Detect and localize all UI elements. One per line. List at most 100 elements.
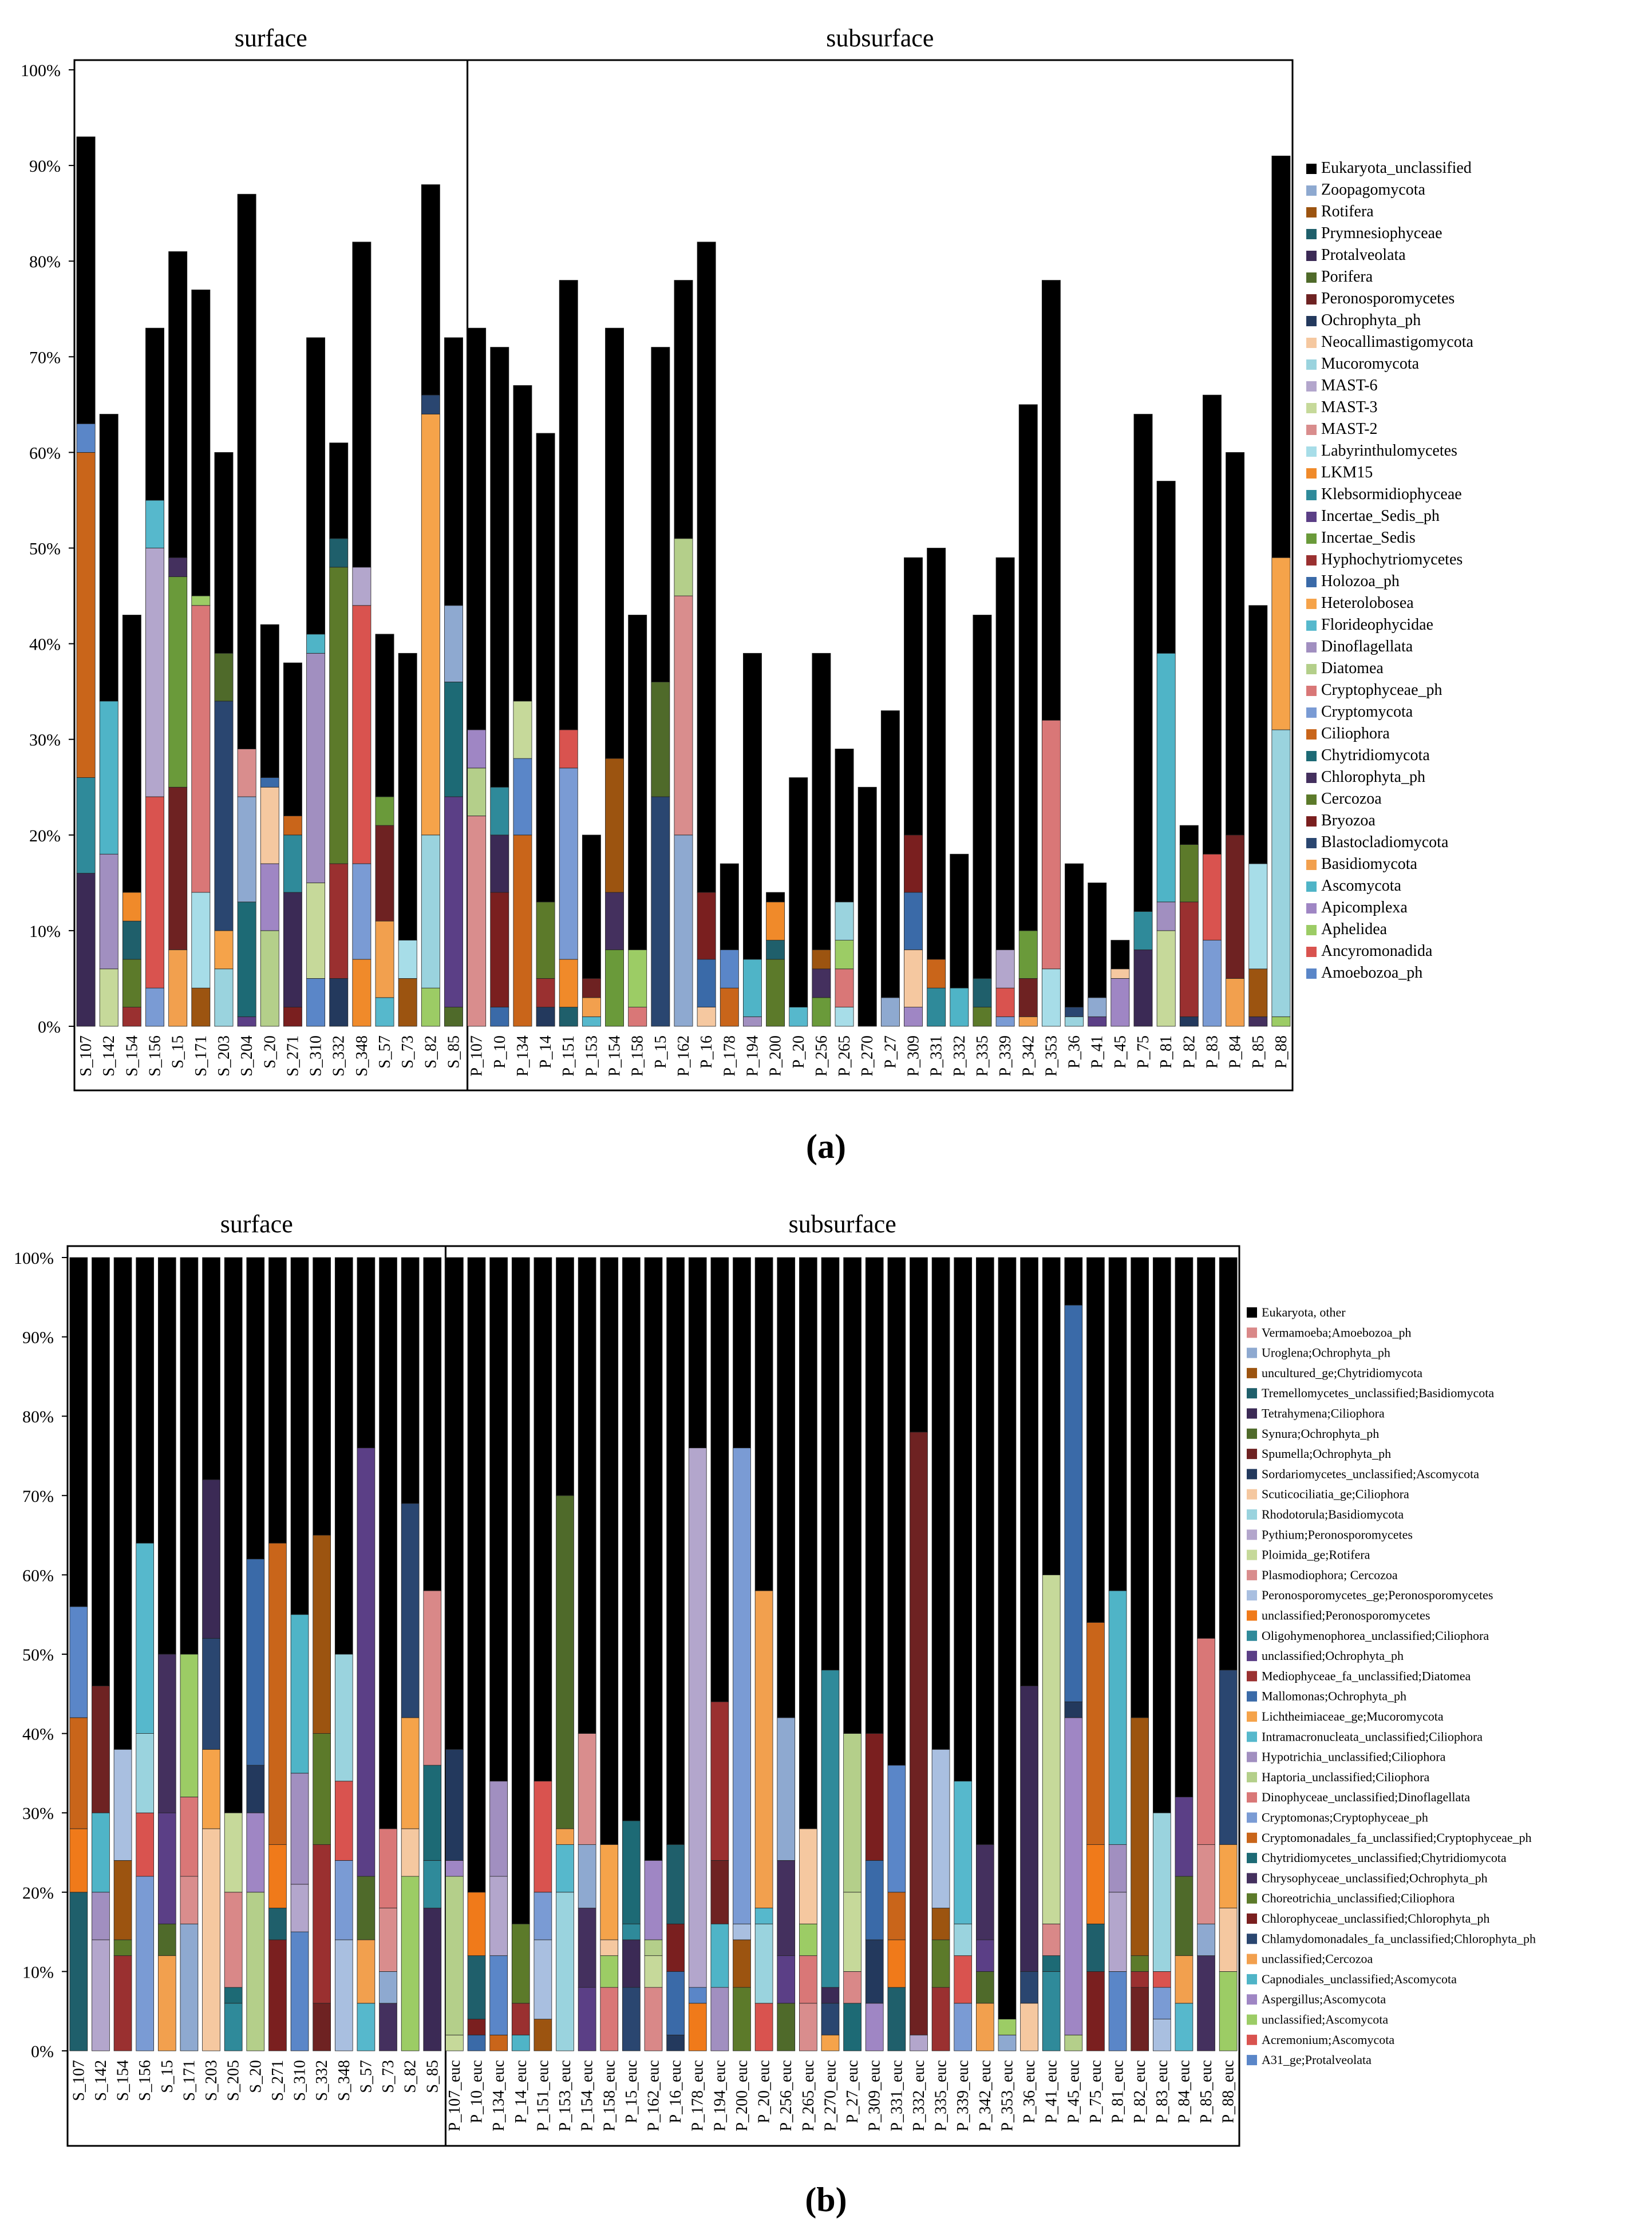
a-bar-segment (467, 729, 487, 769)
a-bar-segment (605, 327, 625, 759)
b-x-tick-label: S_332 (313, 2060, 331, 2101)
a-bar-segment (904, 1007, 923, 1027)
a-bar-segment (513, 835, 532, 1027)
b-bar-segment (666, 1257, 685, 1845)
a-bar-segment (1018, 404, 1038, 931)
a-bar-segment (398, 940, 417, 979)
b-bar-segment (754, 1257, 773, 1591)
a-legend-swatch (1306, 338, 1317, 348)
a-y-tick-label: 100% (21, 61, 61, 80)
b-legend-label: A31_ge;Protalveolata (1262, 2053, 1372, 2067)
a-legend-label: Ancyromonadida (1321, 942, 1433, 960)
b-y-tick-label: 70% (22, 1487, 54, 1506)
a-legend-swatch (1306, 425, 1317, 435)
b-legend-label: unclassified;Ochrophyta_ph (1262, 1648, 1404, 1663)
b-x-tick-label: S_142 (92, 2060, 110, 2101)
b-legend-label: Chlamydomonadales_fa_unclassified;Chloro… (1262, 1931, 1536, 1946)
b-x-tick-label: P_335_euc (932, 2060, 950, 2131)
b-bar-segment (467, 1955, 486, 2019)
a-bar-segment (697, 959, 716, 1007)
b-bar-segment (1042, 1955, 1061, 1972)
a-bar-segment (1065, 1007, 1084, 1017)
b-legend-label: Mediophyceae_fa_unclassified;Diatomea (1262, 1668, 1471, 1683)
a-x-tick-label: P_151 (560, 1035, 578, 1077)
b-legend-swatch (1247, 1651, 1257, 1662)
a-legend-swatch (1306, 272, 1317, 283)
b-bar-segment (246, 1559, 265, 1766)
b-x-tick-label: S_85 (424, 2060, 441, 2093)
a-x-tick-label: P_309 (905, 1035, 923, 1077)
b-bar-segment (1064, 1717, 1083, 2035)
b-bar-segment (511, 1257, 530, 1924)
a-bar-segment (812, 653, 831, 950)
b-y-tick-label: 20% (22, 1884, 54, 1903)
b-bar-segment (1042, 1257, 1061, 1575)
b-bar-segment (1152, 1971, 1171, 1988)
b-bar-segment (157, 1257, 176, 1655)
b-legend-swatch (1247, 1509, 1257, 1520)
b-x-tick-label: S_205 (225, 2060, 243, 2101)
b-x-tick-label: P_88_euc (1220, 2060, 1238, 2123)
a-bar-segment (1248, 968, 1268, 1017)
b-legend-label: Cryptomonas;Cryptophyceae_ph (1262, 1810, 1428, 1825)
b-bar-segment (1197, 1955, 1215, 2051)
b-bar-segment (92, 1939, 110, 2051)
b-bar-segment (931, 1939, 950, 1988)
b-legend-swatch (1247, 1529, 1257, 1540)
b-legend-swatch (1247, 1671, 1257, 1682)
b-bar-segment (843, 1733, 861, 1893)
b-legend-swatch (1247, 1630, 1257, 1641)
a-x-tick-label: P_36 (1066, 1035, 1084, 1069)
b-bar-segment (423, 1765, 442, 1861)
b-x-tick-label: P_85_euc (1197, 2060, 1215, 2123)
a-bar-segment (214, 968, 234, 1027)
b-bar-segment (224, 1257, 243, 1813)
b-legend-label: Hypotrichia_unclassified;Ciliophora (1262, 1750, 1446, 1764)
a-bar-segment (76, 777, 96, 874)
a-bar-segment (1041, 719, 1061, 970)
b-bar-segment (246, 1812, 265, 1893)
a-bar-segment (1203, 853, 1222, 941)
a-bar-segment (835, 968, 854, 1007)
a-x-tick-label: S_156 (147, 1035, 164, 1077)
b-legend-swatch (1247, 1489, 1257, 1500)
b-bar-segment (1108, 1971, 1127, 2051)
b-bar-segment (998, 2034, 1017, 2051)
a-bar-segment (237, 1016, 256, 1027)
a-legend-label: Chlorophyta_ph (1321, 768, 1425, 786)
a-bar-segment (168, 949, 188, 1027)
b-bar-segment (1064, 1257, 1083, 1306)
b-legend-swatch (1247, 1934, 1257, 1944)
a-bar-segment (1271, 729, 1291, 1017)
b-bar-segment (1219, 1257, 1238, 1671)
b-bar-segment (799, 1828, 817, 1924)
b-bar-segment (92, 1686, 110, 1813)
b-bar-segment (1108, 1590, 1127, 1845)
b-legend-swatch (1247, 1428, 1257, 1439)
a-legend-label: Incertae_Sedis_ph (1321, 507, 1440, 525)
a-bar-segment (76, 136, 96, 424)
b-bar-segment (666, 1971, 685, 2035)
b-bar-segment (92, 1812, 110, 1893)
a-bar-segment (421, 987, 440, 1027)
b-bar-segment (1152, 2019, 1171, 2051)
a-bar-segment (720, 949, 739, 989)
a-bar-segment (490, 835, 509, 893)
b-bar-segment (180, 1923, 199, 2051)
b-bar-segment (777, 1717, 796, 1861)
b-bar-segment (1086, 1622, 1105, 1845)
a-legend-swatch (1306, 620, 1317, 631)
b-bar-segment (931, 1257, 950, 1750)
b-bar-segment (622, 1820, 641, 1924)
a-legend-label: Holozoa_ph (1321, 572, 1400, 590)
b-bar-segment (202, 1257, 220, 1480)
b-bar-segment (821, 2034, 840, 2051)
b-x-tick-label: P_134_euc (490, 2060, 508, 2131)
b-bar-segment (710, 1860, 729, 1924)
b-bar-segment (710, 1701, 729, 1861)
b-bar-segment (998, 1257, 1017, 2019)
b-bar-segment (666, 2034, 685, 2051)
a-bar-segment (1088, 882, 1107, 998)
b-legend-label: Pythium;Peronosporomycetes (1262, 1527, 1413, 1541)
b-bar-segment (290, 1931, 309, 2051)
